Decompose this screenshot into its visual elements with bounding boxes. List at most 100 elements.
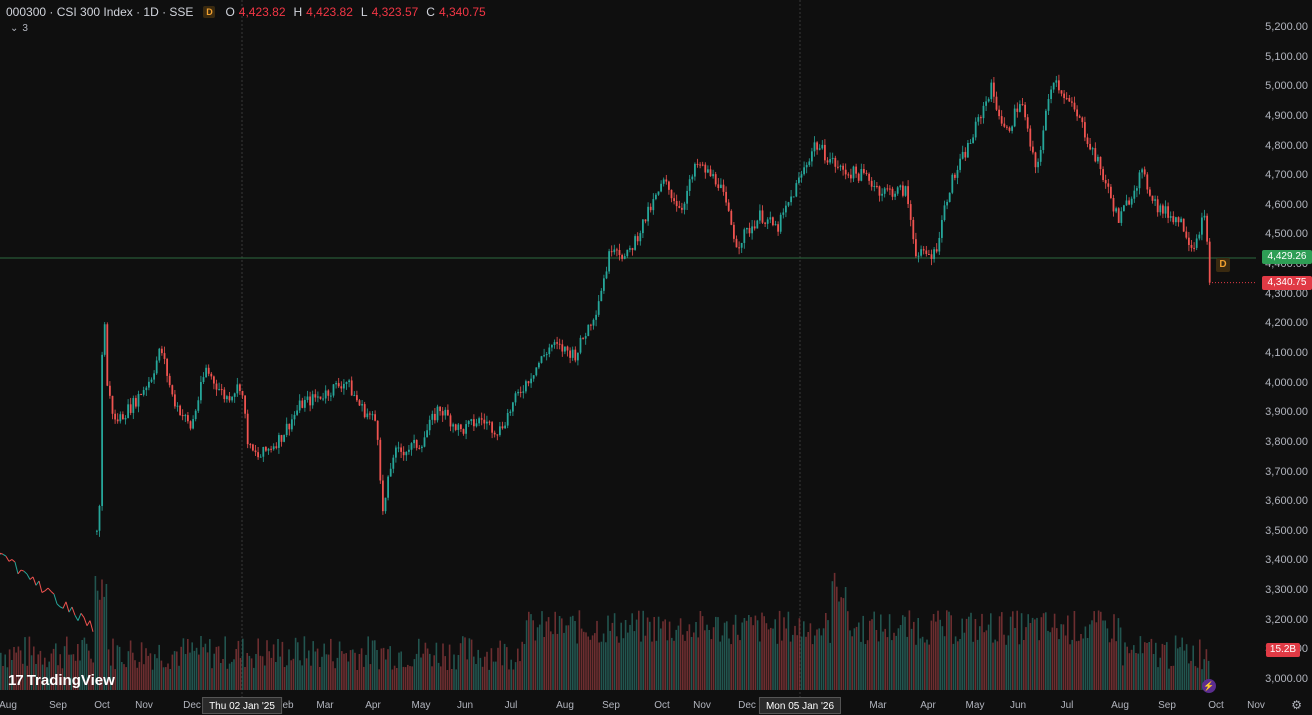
- volume-bar: [367, 636, 369, 690]
- gear-icon[interactable]: ⚙: [1291, 698, 1302, 712]
- candle-body: [790, 196, 792, 203]
- candle-body: [1130, 198, 1133, 205]
- price-line-segment: [5, 555, 10, 562]
- volume-bar: [926, 639, 928, 690]
- symbol-title[interactable]: 000300 · CSI 300 Index · 1D · SSE: [6, 5, 194, 19]
- dividend-marker-icon[interactable]: D: [1216, 258, 1230, 272]
- volume-bar: [226, 668, 229, 690]
- candle-body: [171, 385, 174, 395]
- volume-bar: [798, 618, 801, 690]
- candle: [150, 377, 153, 384]
- candle-body: [343, 383, 345, 389]
- candle: [1021, 97, 1024, 106]
- candle: [712, 169, 714, 179]
- candle-body: [1198, 234, 1201, 239]
- volume-bar: [917, 618, 919, 690]
- volume-bar: [1199, 639, 1201, 690]
- indicators-collapse-button[interactable]: ⌄ 3: [6, 22, 32, 35]
- volume-bar: [118, 646, 121, 690]
- volume-bar: [26, 665, 28, 690]
- candle-body: [278, 435, 280, 448]
- candle-body: [103, 324, 106, 355]
- candle: [943, 200, 946, 222]
- volume-bar: [1185, 644, 1188, 690]
- volume-bar: [1148, 642, 1150, 690]
- volume-bar: [737, 634, 739, 690]
- volume-bar: [237, 640, 240, 690]
- candle: [431, 410, 434, 425]
- time-axis-label: Mar: [316, 700, 334, 711]
- volume-bar: [242, 638, 244, 690]
- candle: [434, 407, 436, 424]
- candle-body: [1013, 108, 1016, 127]
- candle: [439, 406, 441, 416]
- candle-body: [1180, 218, 1182, 223]
- open-value: 4,423.82: [238, 5, 286, 19]
- candle-body: [582, 337, 584, 339]
- candle: [168, 373, 171, 388]
- volume-bar: [796, 635, 798, 690]
- candle-body: [889, 188, 891, 190]
- candle-body: [1008, 127, 1011, 131]
- candle: [444, 407, 447, 420]
- volume-bar: [1042, 613, 1045, 690]
- candle-body: [1076, 109, 1078, 117]
- lightning-icon[interactable]: ⚡: [1202, 679, 1216, 693]
- data-status-badge[interactable]: D: [203, 6, 216, 18]
- symbol-legend[interactable]: 000300 · CSI 300 Index · 1D · SSE D O 4,4…: [6, 5, 490, 19]
- volume-bar: [74, 660, 77, 690]
- volume-bar: [1009, 616, 1012, 690]
- candle-body: [1104, 180, 1107, 184]
- volume-bar: [39, 650, 42, 690]
- price-axis-label: 3,200.00: [1265, 613, 1308, 626]
- candle: [109, 381, 111, 399]
- candle-body: [119, 414, 122, 422]
- candle-body: [1169, 216, 1172, 218]
- candle: [371, 411, 374, 421]
- volume-bar: [215, 646, 218, 690]
- candle: [460, 423, 462, 433]
- candle-body: [150, 379, 153, 382]
- candle: [954, 172, 956, 181]
- candle: [389, 462, 392, 477]
- volume-bar: [508, 669, 510, 690]
- candle: [847, 172, 850, 179]
- candle: [1177, 216, 1180, 227]
- candle: [527, 380, 530, 387]
- volume-bar: [646, 617, 649, 690]
- candle: [236, 377, 239, 397]
- candle: [829, 152, 831, 165]
- candle: [873, 180, 876, 192]
- volume-bar: [312, 641, 314, 690]
- time-axis-label: May: [965, 700, 985, 711]
- volume-bar: [611, 622, 614, 690]
- time-axis-label: Apr: [920, 700, 936, 711]
- candle: [519, 386, 522, 398]
- volume-bar: [1095, 622, 1098, 690]
- volume-bar: [756, 620, 759, 690]
- volume-bar: [682, 634, 684, 690]
- volume-bar: [514, 662, 517, 690]
- candle: [119, 411, 122, 424]
- time-axis[interactable]: Aug Sep Oct Nov Dec Feb Mar Apr May Jun Jul Aug Sep O…: [0, 697, 1265, 715]
- crosshair-price-tag: 4,429.26: [1262, 250, 1312, 264]
- candle: [740, 242, 743, 253]
- volume-bar: [1163, 645, 1166, 690]
- volume-bar: [563, 632, 565, 690]
- candle-body: [600, 290, 603, 302]
- candle-body: [696, 163, 699, 165]
- candle-body: [345, 382, 348, 384]
- candle-body: [1045, 110, 1047, 131]
- tradingview-logo[interactable]: 17 TradingView: [8, 672, 115, 689]
- volume-bar: [393, 665, 396, 690]
- volume-bar: [1097, 610, 1100, 690]
- volume-bar: [442, 643, 444, 690]
- candle-body: [683, 203, 686, 210]
- candle-body: [987, 99, 990, 102]
- time-axis-label: Dec: [183, 700, 201, 711]
- volume-bar: [697, 637, 699, 690]
- candle: [977, 114, 980, 126]
- volume-bar: [145, 648, 147, 690]
